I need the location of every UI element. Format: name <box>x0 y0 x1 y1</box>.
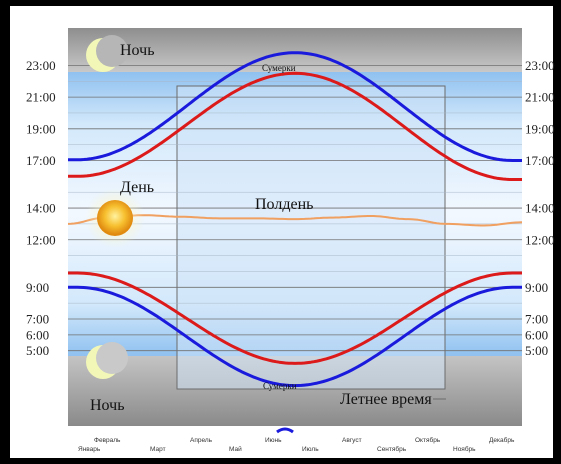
y-axis-ticks: 23:00 23:00 21:00 21:00 19:00 19:00 17:00 17:00… <box>26 58 555 358</box>
y-tick-label-right: 6:00 <box>525 327 548 342</box>
summer-time-label: Летнее время <box>340 391 432 408</box>
twilight-label-top: Сумерки <box>262 63 296 73</box>
moon-icon <box>86 35 128 72</box>
series-line-3 <box>68 271 522 365</box>
y-tick-label-left: 21:00 <box>26 90 56 105</box>
twilight-label-bottom: Сумерки <box>263 381 297 391</box>
y-tick-label-left: 12:00 <box>26 232 56 247</box>
month-label: Апрель <box>190 437 213 444</box>
month-label: Октябрь <box>415 436 441 444</box>
y-tick-label-left: 23:00 <box>26 58 56 73</box>
y-tick-label-right: 23:00 <box>525 58 555 73</box>
y-tick-label-right: 7:00 <box>525 312 548 327</box>
day-label: День <box>120 179 154 196</box>
sun-icon <box>85 188 145 248</box>
month-label: Ноябрь <box>453 445 476 453</box>
y-tick-label-right: 12:00 <box>525 232 555 247</box>
x-axis-months: Январь Февраль Март Апрель Май Июнь Июль Август… <box>78 436 515 453</box>
summer-time-panel <box>177 86 445 389</box>
summer-time-frame <box>176 85 446 390</box>
y-tick-label-left: 19:00 <box>26 121 56 136</box>
night-label-top: Ночь <box>120 42 154 59</box>
month-label: Декабрь <box>489 436 515 444</box>
month-label: Сентябрь <box>377 445 407 453</box>
noon-label: Полдень <box>255 196 313 213</box>
y-tick-label-left: 5:00 <box>26 343 49 358</box>
y-tick-label-right: 21:00 <box>525 90 555 105</box>
month-label: Март <box>150 446 166 453</box>
bottom-mark <box>276 427 294 434</box>
month-label: Май <box>229 445 242 453</box>
month-label: Июль <box>302 446 319 453</box>
night-label-bottom: Ночь <box>90 397 124 414</box>
month-label: Январь <box>78 446 101 453</box>
y-tick-label-left: 14:00 <box>26 201 56 216</box>
moon-icon <box>86 342 128 379</box>
y-tick-label-right: 17:00 <box>525 153 555 168</box>
y-tick-label-left: 7:00 <box>26 312 49 327</box>
night-band-top <box>68 28 522 72</box>
series-line-0 <box>68 51 522 162</box>
y-tick-label-right: 9:00 <box>525 280 548 295</box>
y-tick-label-right: 14:00 <box>525 201 555 216</box>
month-label: Февраль <box>94 437 121 444</box>
y-tick-label-left: 17:00 <box>26 153 56 168</box>
y-tick-label-right: 19:00 <box>525 121 555 136</box>
y-tick-label-left: 9:00 <box>26 280 49 295</box>
y-tick-label-left: 6:00 <box>26 327 49 342</box>
month-label: Август <box>342 437 362 444</box>
y-tick-label-right: 5:00 <box>525 343 548 358</box>
series-line-4 <box>68 285 522 388</box>
grid <box>68 65 522 352</box>
series-line-1 <box>68 71 522 181</box>
series-lines <box>67 51 523 388</box>
month-label: Июнь <box>265 437 282 444</box>
